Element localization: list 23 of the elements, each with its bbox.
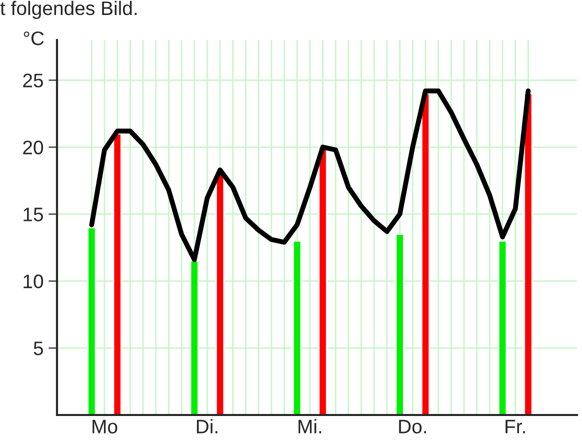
bar (190, 260, 199, 415)
bar (420, 92, 430, 415)
x-tick-label: Mi. (298, 419, 322, 434)
bar (318, 146, 328, 415)
bar (395, 234, 404, 415)
y-tick-label: 20 (23, 140, 44, 154)
x-tick-label: Do. (399, 420, 426, 434)
y-tick-label: 5 (34, 342, 43, 356)
bar (216, 173, 225, 415)
y-tick-label: 25 (23, 74, 43, 88)
y-axis-title: °C (24, 31, 44, 46)
y-tick-label: 15 (24, 208, 43, 222)
bar (524, 92, 533, 415)
line-series (89, 88, 531, 262)
text: t folgendes Bild. (0, 0, 137, 20)
x-tick-label: Fr. (506, 420, 525, 434)
y-tick-label: 10 (24, 274, 44, 288)
bar (292, 240, 302, 415)
bar (87, 226, 96, 415)
x-tick-label: Di. (196, 419, 218, 434)
bar (112, 133, 122, 415)
x-tick-label: Mo (92, 420, 118, 434)
bar (498, 240, 508, 415)
